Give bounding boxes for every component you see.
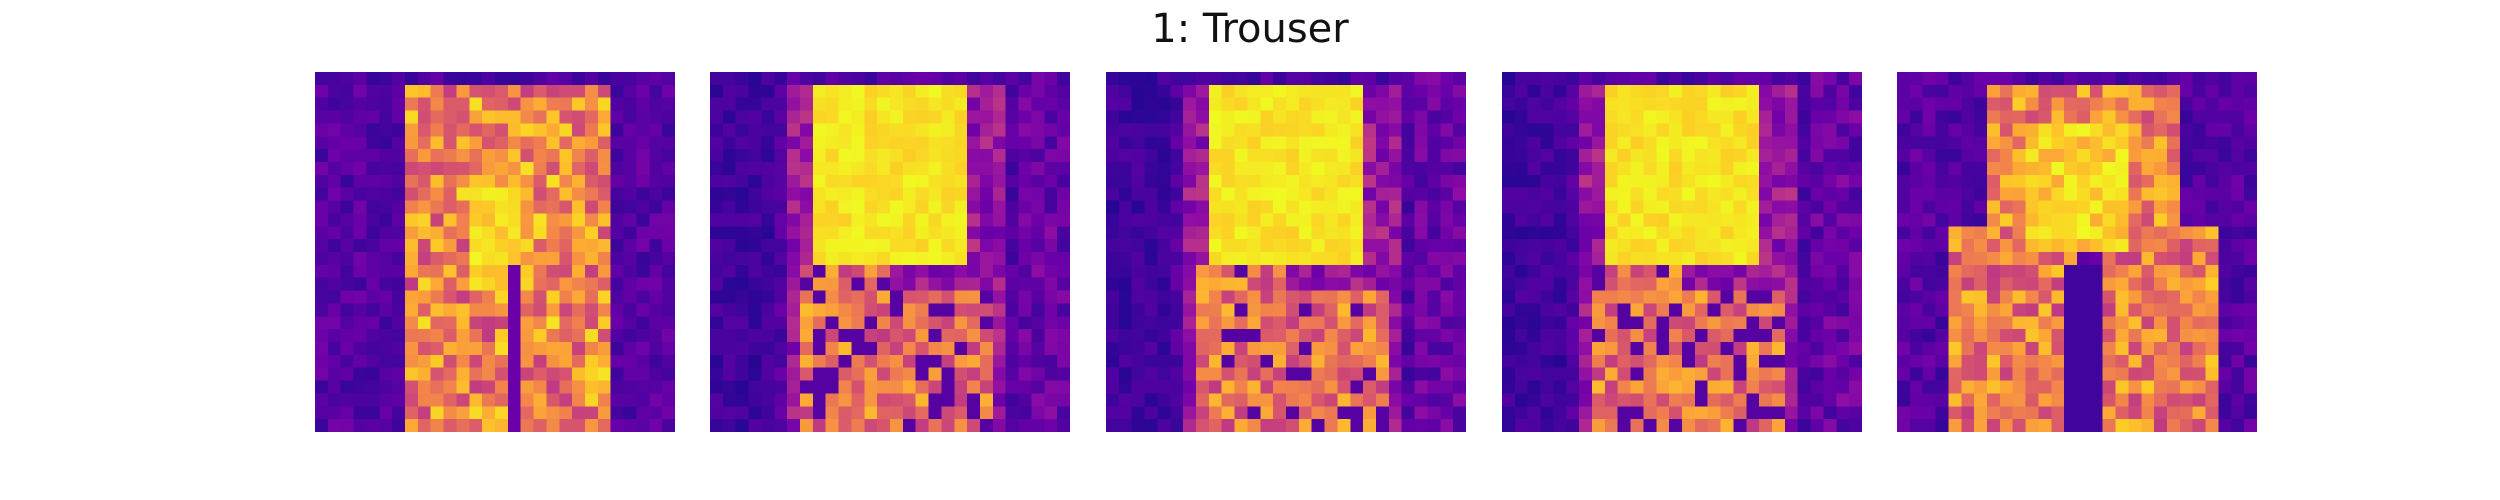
heatmap-canvas-1: [315, 72, 675, 432]
heatmap-panel-1: [315, 72, 675, 432]
heatmap-panel-5: [1897, 72, 2257, 432]
heatmap-canvas-2: [710, 72, 1070, 432]
heatmap-panel-3: [1106, 72, 1466, 432]
heatmap-panel-2: [710, 72, 1070, 432]
heatmap-canvas-4: [1502, 72, 1862, 432]
heatmap-canvas-5: [1897, 72, 2257, 432]
heatmap-canvas-3: [1106, 72, 1466, 432]
figure-title: 1: Trouser: [1151, 6, 1349, 52]
heatmap-panel-4: [1502, 72, 1862, 432]
